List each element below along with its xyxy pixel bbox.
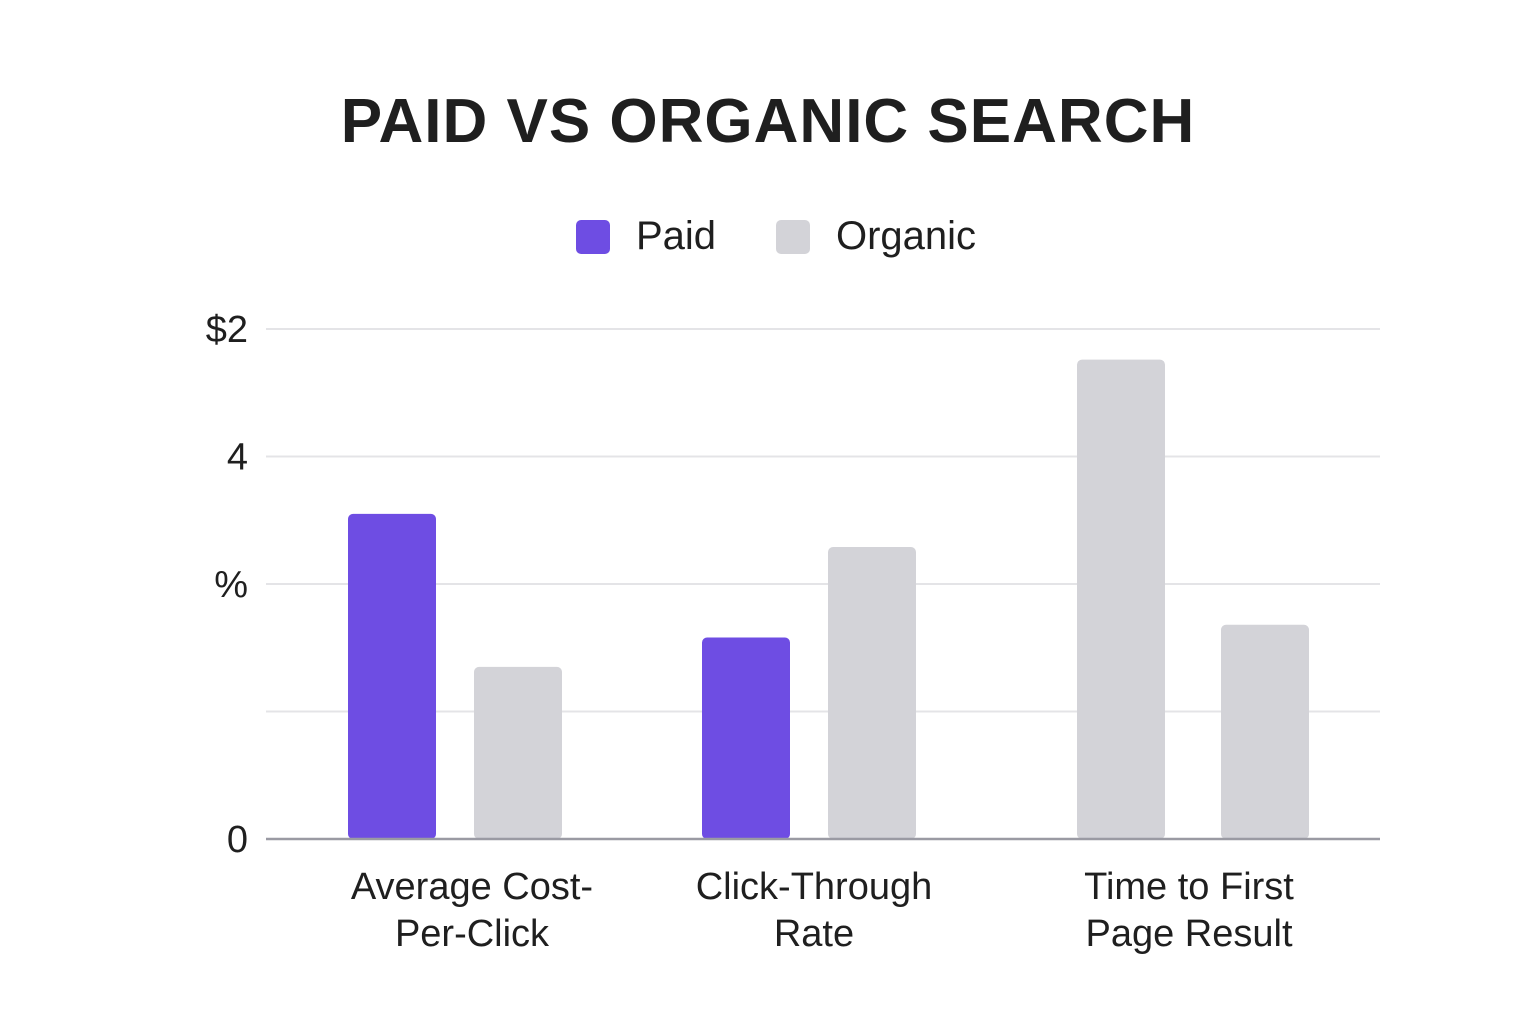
x-category-label: Click-Through	[696, 866, 933, 908]
bar-paid	[702, 637, 790, 839]
x-category-label: Rate	[774, 913, 854, 955]
y-tick-label: $2	[206, 309, 248, 351]
legend-swatch-paid	[575, 219, 610, 254]
x-category-label: Average Cost-	[351, 866, 593, 908]
legend-label-organic: Organic	[836, 214, 977, 258]
legend: Paid Organic	[8, 214, 1536, 259]
bar-paid	[348, 513, 436, 839]
x-category-label: Per-Click	[395, 913, 550, 955]
bar-organic	[828, 547, 916, 839]
chart-title: PAID VS ORGANIC SEARCH	[340, 87, 1196, 156]
bar-organic	[474, 666, 562, 839]
x-category-label: Time to First	[1084, 866, 1294, 908]
legend-item-organic: Organic	[776, 214, 976, 259]
y-tick-label: 0	[227, 819, 248, 861]
bar-organic	[1077, 359, 1165, 839]
y-tick-label: %	[214, 564, 248, 606]
legend-item-paid: Paid	[575, 214, 716, 259]
legend-label-paid: Paid	[635, 214, 716, 258]
legend-swatch-organic	[776, 219, 810, 254]
bar-organic	[1221, 624, 1309, 839]
y-tick-label: 4	[227, 437, 248, 479]
x-category-label: Page Result	[1085, 913, 1292, 955]
